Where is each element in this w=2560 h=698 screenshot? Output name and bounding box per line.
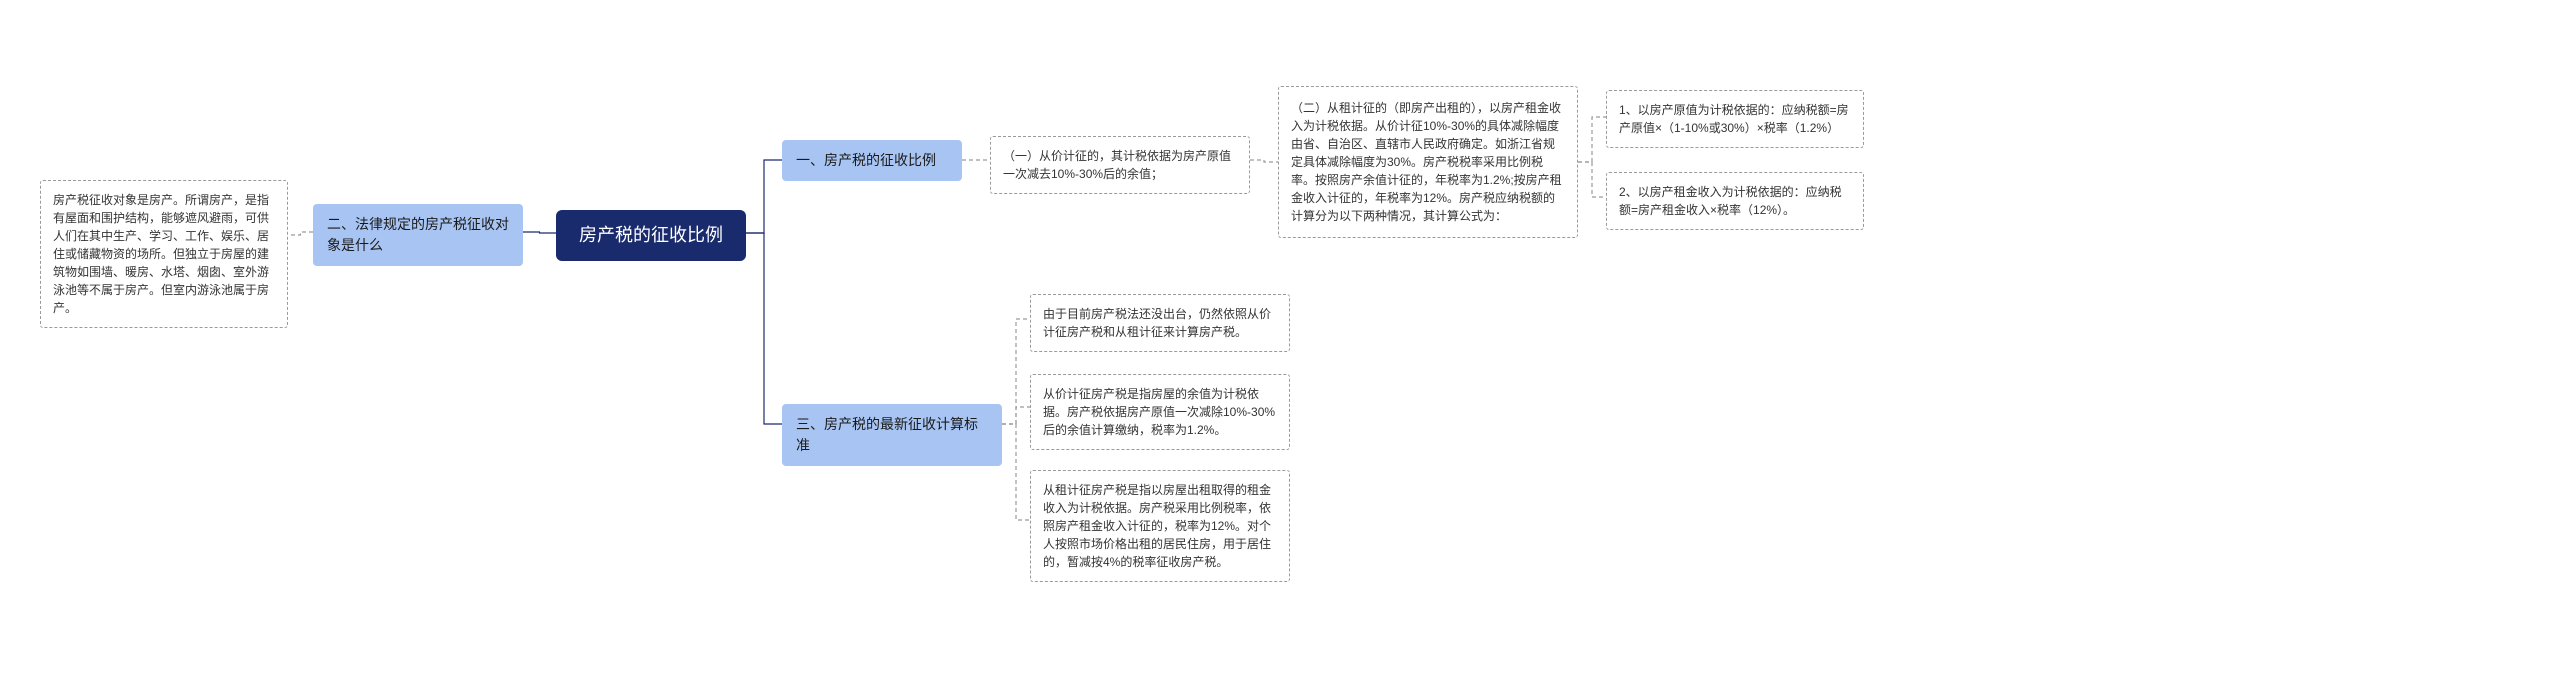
- detail-b3d3: 从租计征房产税是指以房屋出租取得的租金收入为计税依据。房产税采用比例税率，依照房…: [1030, 470, 1290, 582]
- detail-b1d1a2: 2、以房产租金收入为计税依据的：应纳税额=房产租金收入×税率（12%）。: [1606, 172, 1864, 230]
- branch-b3: 三、房产税的最新征收计算标准: [782, 404, 1002, 466]
- detail-b3d1: 由于目前房产税法还没出台，仍然依照从价计征房产税和从租计征来计算房产税。: [1030, 294, 1290, 352]
- detail-b3d2: 从价计征房产税是指房屋的余值为计税依据。房产税依据房产原值一次减除10%-30%…: [1030, 374, 1290, 450]
- detail-b2d1: 房产税征收对象是房产。所谓房产，是指有屋面和围护结构，能够遮风避雨，可供人们在其…: [40, 180, 288, 328]
- branch-b1: 一、房产税的征收比例: [782, 140, 962, 181]
- branch-b2: 二、法律规定的房产税征收对象是什么: [313, 204, 523, 266]
- detail-b1d1: （一）从价计征的，其计税依据为房产原值一次减去10%-30%后的余值；: [990, 136, 1250, 194]
- mindmap-canvas: 房产税的征收比例二、法律规定的房产税征收对象是什么房产税征收对象是房产。所谓房产…: [0, 0, 2560, 698]
- detail-b1d1a1: 1、以房产原值为计税依据的：应纳税额=房产原值×（1-10%或30%）×税率（1…: [1606, 90, 1864, 148]
- root-node: 房产税的征收比例: [556, 210, 746, 261]
- detail-b1d1a: （二）从租计征的（即房产出租的），以房产租金收入为计税依据。从价计征10%-30…: [1278, 86, 1578, 238]
